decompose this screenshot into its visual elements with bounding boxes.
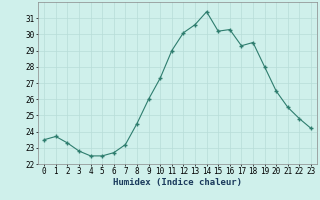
X-axis label: Humidex (Indice chaleur): Humidex (Indice chaleur) <box>113 178 242 187</box>
